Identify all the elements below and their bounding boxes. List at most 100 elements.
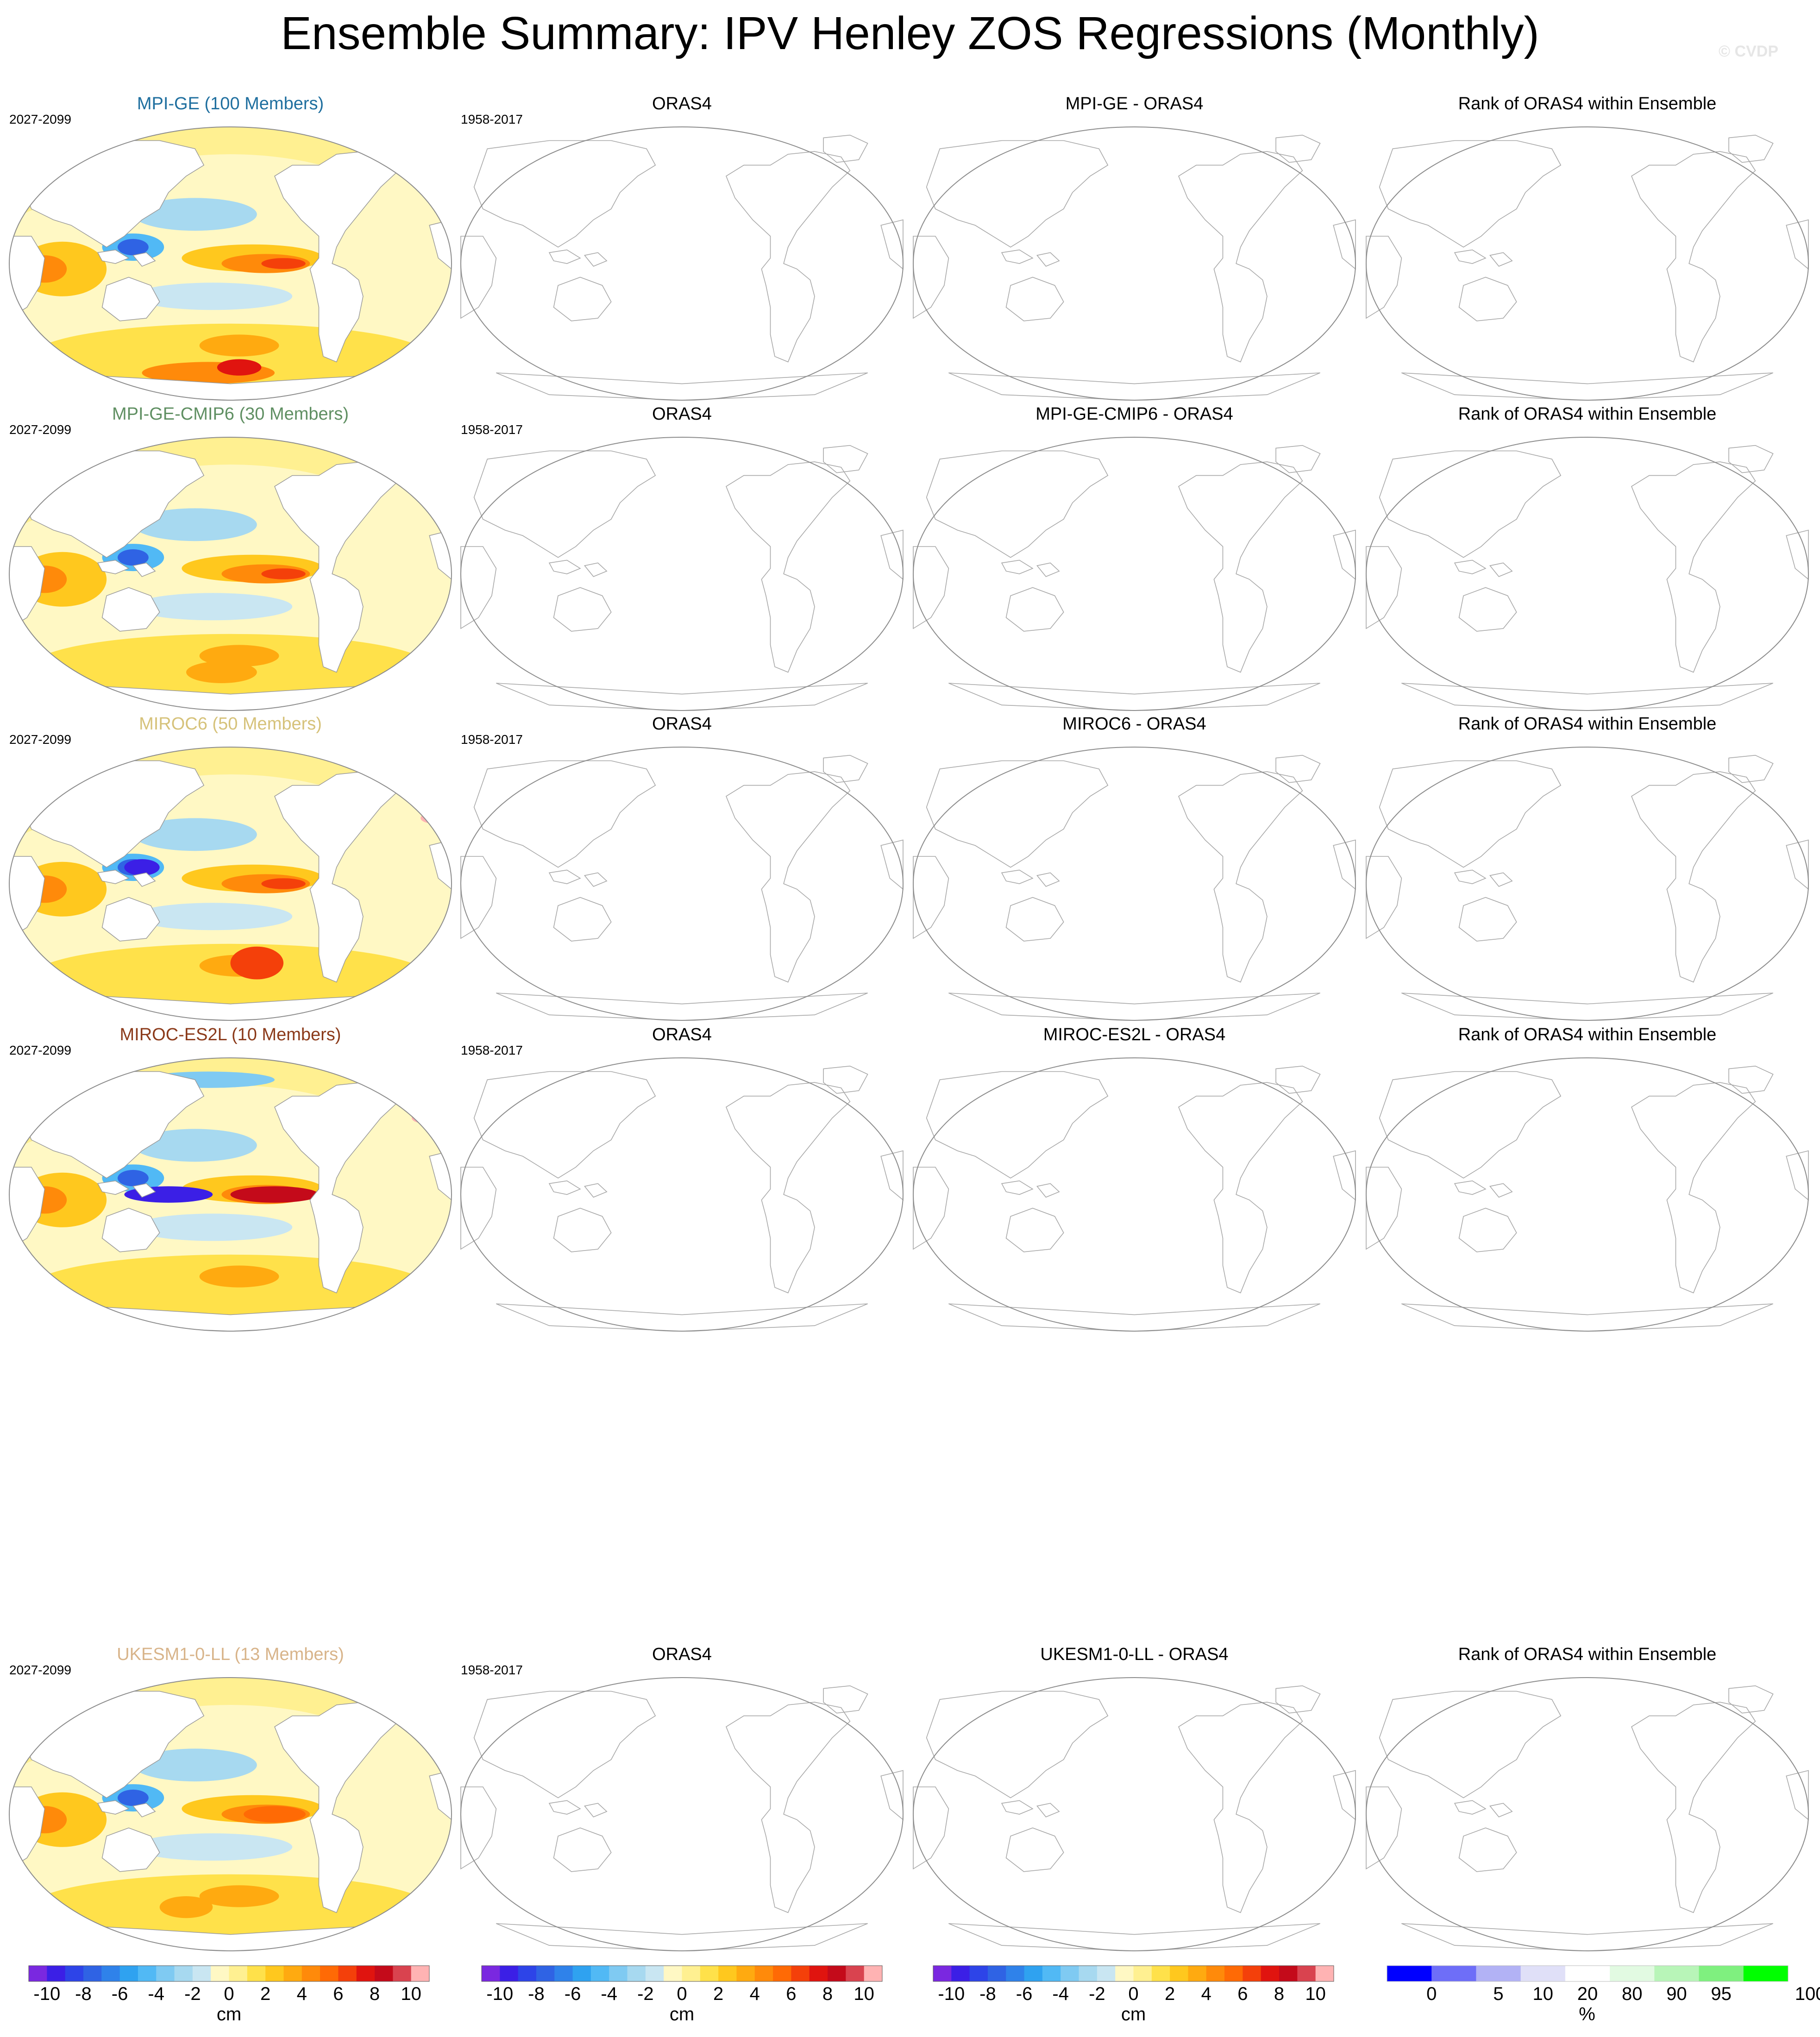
colorbar-cm-0 — [28, 1965, 430, 1982]
colorbar-tick-label: -4 — [601, 1984, 618, 2004]
coastline — [1275, 754, 1321, 783]
anomaly-contour — [117, 239, 149, 256]
colorbar-tick-label: 5 — [1493, 1984, 1504, 2004]
coastline — [1379, 450, 1562, 558]
coastline — [1366, 1167, 1402, 1250]
colorbar-tick-label: -10 — [938, 1984, 965, 2004]
coastline — [460, 856, 497, 939]
coastline — [1366, 1786, 1402, 1870]
land-mask — [371, 445, 417, 473]
colorbar-swatch — [1061, 1966, 1079, 1981]
colorbar-tick-label: -8 — [528, 1984, 545, 2004]
coastline — [913, 236, 949, 319]
colorbar-swatch — [1610, 1966, 1655, 1981]
coastline — [1178, 151, 1303, 363]
model-panel-title: MIROC-ES2L (10 Members) — [119, 1025, 341, 1044]
coastline — [548, 560, 581, 574]
colorbar-swatch — [101, 1966, 120, 1981]
coastline — [1458, 1827, 1517, 1872]
obs-panel-title: ORAS4 — [652, 1645, 712, 1664]
anomaly-contour — [159, 1896, 213, 1918]
colorbar-swatch — [700, 1966, 719, 1981]
coastline — [496, 1303, 868, 1332]
anomaly-contour — [261, 258, 306, 269]
model-panel-title: MPI-GE (100 Members) — [137, 94, 324, 113]
colorbar-tick-label: -6 — [111, 1984, 128, 2004]
colorbar-cm-2 — [933, 1965, 1334, 1982]
land-mask — [97, 869, 130, 884]
colorbar-swatch — [411, 1966, 430, 1981]
map-panel-r1-c1 — [460, 437, 904, 711]
colorbar-swatch — [864, 1966, 883, 1981]
coastline — [880, 1770, 904, 1821]
coastline — [913, 546, 949, 629]
colorbar-swatch — [192, 1966, 211, 1981]
colorbar-swatch — [1387, 1966, 1432, 1981]
coastline — [1401, 683, 1773, 711]
coastline — [823, 445, 868, 473]
colorbar-swatch — [1476, 1966, 1521, 1981]
coastline — [1001, 1180, 1034, 1195]
coastline — [948, 1923, 1320, 1951]
colorbar-tick-label: -4 — [148, 1984, 165, 2004]
land-mask — [101, 587, 160, 632]
land-mask — [274, 1082, 399, 1294]
colorbar-swatch — [518, 1966, 537, 1981]
land-mask — [101, 1207, 160, 1252]
colorbar-swatch — [1565, 1966, 1610, 1981]
colorbar-tick-label: 2 — [1165, 1984, 1175, 2004]
colorbar-tick-label: 6 — [333, 1984, 344, 2004]
colorbar-swatch — [1079, 1966, 1098, 1981]
land-mask — [9, 236, 45, 319]
land-mask — [132, 1803, 156, 1817]
coastline — [1001, 249, 1034, 264]
map-panel-r4-c2 — [912, 1677, 1356, 1951]
coastline — [1786, 839, 1809, 890]
coastline — [496, 993, 868, 1021]
anomaly-contour — [199, 334, 279, 357]
anomaly-field — [9, 437, 452, 710]
coastline — [1401, 1923, 1773, 1951]
coastline — [473, 1691, 656, 1798]
coastline — [1489, 1803, 1513, 1817]
coastline — [1631, 1082, 1756, 1294]
model-period: 2027-2099 — [9, 422, 71, 437]
coastline — [1458, 587, 1517, 632]
map-panel-r0-c2 — [912, 126, 1356, 401]
colorbar-swatch — [301, 1966, 320, 1981]
coastline — [584, 1803, 608, 1817]
anomaly-contour — [31, 943, 430, 1010]
colorbar-swatch — [1042, 1966, 1061, 1981]
coastline — [1036, 1183, 1060, 1198]
coastline — [553, 277, 612, 321]
map-panel-r4-c1 — [460, 1677, 904, 1951]
coastline — [880, 219, 904, 270]
colorbar-tick-label: 4 — [749, 1984, 760, 2004]
anomaly-contour — [133, 1833, 293, 1861]
coastline — [553, 587, 612, 632]
map-panel-r2-c1 — [460, 747, 904, 1021]
colorbar-tick-label: -6 — [1016, 1984, 1033, 2004]
rank-panel-title: Rank of ORAS4 within Ensemble — [1458, 404, 1717, 424]
diff-panel-title: MPI-GE-CMIP6 - ORAS4 — [1036, 404, 1233, 424]
colorbar-swatch — [791, 1966, 810, 1981]
map-panel-r3-c1 — [460, 1057, 904, 1332]
land-mask — [101, 1827, 160, 1872]
colorbar-swatch — [338, 1966, 357, 1981]
colorbar-swatch — [500, 1966, 519, 1981]
coastline — [1005, 897, 1064, 942]
colorbar-tick-label: -2 — [637, 1984, 654, 2004]
map-frame — [460, 126, 904, 401]
anomaly-contour — [261, 878, 306, 889]
map-frame — [912, 747, 1356, 1021]
colorbar-swatch — [645, 1966, 664, 1981]
coastline — [460, 1167, 497, 1250]
colorbar-tick-label: -10 — [486, 1984, 514, 2004]
map-frame — [1365, 747, 1809, 1021]
anomaly-contour — [133, 903, 293, 930]
coastline — [1333, 529, 1356, 580]
map-frame — [8, 747, 452, 1021]
coastline — [913, 1786, 949, 1870]
coastline — [1036, 562, 1060, 577]
diff-panel-title: MPI-GE - ORAS4 — [1065, 94, 1204, 113]
